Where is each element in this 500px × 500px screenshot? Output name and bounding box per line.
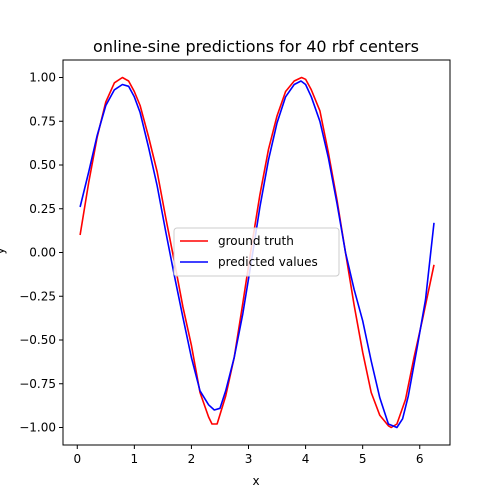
x-axis: 0 1 2 3 4 5 6 (73, 445, 424, 466)
y-axis: −1.00 −0.75 −0.50 −0.25 0.00 0.25 0.50 0.75 1.00 (19, 71, 63, 435)
x-tick-label: 2 (188, 452, 196, 466)
y-tick-label: −1.00 (19, 421, 56, 435)
y-tick-label: −0.50 (19, 333, 56, 347)
legend: ground truth predicted values (173, 227, 340, 277)
y-tick-label: −0.75 (19, 377, 56, 391)
x-tick-label: 4 (302, 452, 310, 466)
legend-box (173, 227, 340, 277)
y-tick-label: 0.50 (29, 158, 56, 172)
legend-entry: predicted values (218, 255, 318, 269)
y-tick-label: 0.75 (29, 114, 56, 128)
plot-frame (62, 59, 451, 446)
y-tick-label: −0.25 (19, 289, 56, 303)
legend-entry: ground truth (218, 234, 294, 248)
x-tick-label: 0 (73, 452, 81, 466)
series-line-ground-truth (79, 76, 435, 429)
x-tick-label: 6 (416, 452, 424, 466)
y-tick-label: 0.25 (29, 202, 56, 216)
x-axis-label: x (252, 474, 259, 488)
x-tick-label: 3 (245, 452, 253, 466)
x-tick-label: 5 (359, 452, 367, 466)
y-tick-label: 1.00 (29, 71, 56, 85)
chart-title: online-sine predictions for 40 rbf cente… (93, 37, 419, 56)
y-axis-label: y (0, 247, 7, 254)
x-tick-label: 1 (131, 452, 139, 466)
y-tick-label: 0.00 (29, 246, 56, 260)
